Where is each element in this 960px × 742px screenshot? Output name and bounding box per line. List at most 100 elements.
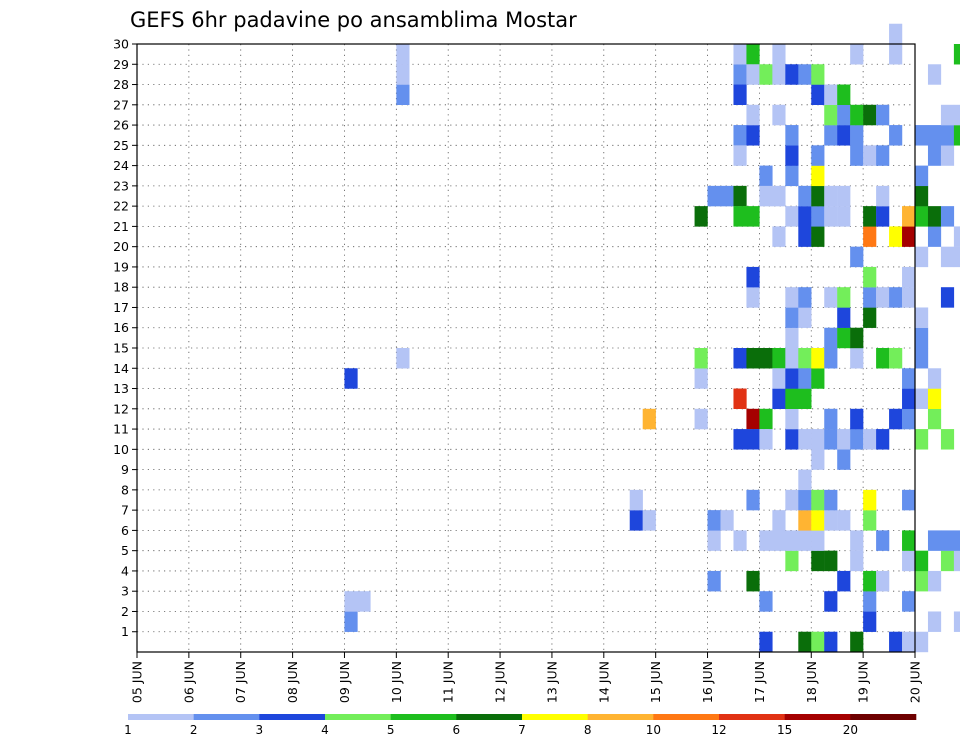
legend-swatch xyxy=(128,714,194,720)
y-tick-label: 12 xyxy=(113,401,129,416)
heatmap-cell xyxy=(772,348,786,369)
heatmap-cell xyxy=(811,348,825,369)
y-tick-label: 6 xyxy=(121,523,129,538)
heatmap-cell xyxy=(915,388,929,409)
heatmap-cell xyxy=(927,408,942,430)
heatmap-cell xyxy=(876,530,890,551)
heatmap-cell xyxy=(798,226,812,247)
legend-level-label: 15 xyxy=(777,723,792,737)
heatmap-cell xyxy=(759,429,773,450)
heatmap-cell xyxy=(953,611,960,632)
y-tick-label: 13 xyxy=(113,381,129,396)
heatmap-cell xyxy=(889,23,903,45)
heatmap-cell xyxy=(850,550,864,572)
y-tick-label: 21 xyxy=(113,219,129,234)
heatmap-cell xyxy=(940,550,955,572)
legend-level-label: 1 xyxy=(124,723,132,737)
legend-level-label: 6 xyxy=(453,723,461,737)
heatmap-cell xyxy=(824,631,838,653)
heatmap-cell xyxy=(927,125,942,146)
heatmap-cell xyxy=(798,348,812,369)
heatmap-cell xyxy=(811,185,825,207)
legend-level-label: 12 xyxy=(711,723,726,737)
y-tick-label: 25 xyxy=(113,138,129,153)
heatmap-cell xyxy=(837,327,851,349)
heatmap-cell xyxy=(785,327,799,349)
y-tick-label: 18 xyxy=(113,280,129,295)
heatmap-cell xyxy=(953,246,960,268)
heatmap-cell xyxy=(850,408,864,430)
heatmap-cell xyxy=(850,145,864,166)
y-tick-label: 24 xyxy=(113,158,129,173)
x-tick-label: 16 JUN xyxy=(700,661,715,703)
heatmap-cell xyxy=(824,206,838,227)
y-tick-label: 15 xyxy=(113,341,129,356)
heatmap-cell xyxy=(889,348,903,369)
heatmap-cell xyxy=(798,429,812,450)
y-tick-label: 22 xyxy=(113,199,129,214)
heatmap-cell xyxy=(927,570,942,592)
heatmap-cell xyxy=(733,84,747,105)
y-tick-label: 7 xyxy=(121,503,129,518)
heatmap-cell xyxy=(772,226,786,247)
heatmap-cell xyxy=(811,368,825,389)
legend-swatch xyxy=(784,714,851,720)
heatmap-cell xyxy=(953,226,960,247)
heatmap-cell xyxy=(850,327,864,349)
heatmap-cell xyxy=(733,44,747,65)
x-tick-label: 17 JUN xyxy=(752,661,767,703)
heatmap-cell xyxy=(733,125,747,146)
heatmap-cell xyxy=(785,530,799,551)
heatmap-cell xyxy=(746,125,760,146)
heatmap-cell xyxy=(889,226,903,247)
heatmap-cell xyxy=(824,408,838,430)
heatmap-cell xyxy=(850,348,864,369)
x-tick-label: 06 JUN xyxy=(181,661,196,703)
heatmap-cell xyxy=(811,429,825,450)
heatmap-cell xyxy=(863,611,877,632)
heatmap-cell xyxy=(863,145,877,166)
heatmap-cell xyxy=(396,348,410,369)
heatmap-cell xyxy=(798,206,812,227)
heatmap-cell xyxy=(642,408,656,430)
heatmap-cell xyxy=(759,185,773,207)
heatmap-cell xyxy=(798,287,812,308)
y-tick-label: 10 xyxy=(113,442,129,457)
heatmap-cell xyxy=(940,246,955,268)
x-axis: 05 JUN 06 JUN 07 JUN 08 JUN 09 JUN 10 JUN 11 J… xyxy=(130,652,923,703)
heatmap-cell xyxy=(863,570,877,592)
heatmap-cell xyxy=(396,64,410,85)
heatmap-cell xyxy=(940,429,955,450)
y-tick-label: 1 xyxy=(121,624,129,639)
heatmap-cell xyxy=(798,388,812,409)
legend-swatch xyxy=(390,714,457,720)
heatmap-cell xyxy=(798,307,812,328)
heatmap-cell xyxy=(344,611,358,632)
heatmap-cell xyxy=(811,165,825,187)
heatmap-cell xyxy=(850,125,864,146)
heatmap-cell xyxy=(915,429,929,450)
heatmap-cell xyxy=(863,489,877,511)
heatmap-cell xyxy=(837,510,851,531)
heatmap-cell xyxy=(889,287,903,308)
heatmap-cell xyxy=(694,206,708,227)
heatmap-cell xyxy=(357,591,371,612)
heatmap-cell xyxy=(824,348,838,369)
heatmap-cell xyxy=(902,266,916,288)
heatmap-cell xyxy=(811,631,825,653)
heatmap-cell xyxy=(811,489,825,511)
heatmap-cell xyxy=(344,368,358,389)
heatmap-cell xyxy=(746,408,760,430)
heatmap-cell xyxy=(940,530,955,551)
heatmap-cell xyxy=(785,206,799,227)
heatmap-cell xyxy=(863,307,877,328)
legend-swatch xyxy=(850,714,917,720)
heatmap-cell xyxy=(876,206,890,227)
heatmap-cell xyxy=(902,550,916,572)
heatmap-cell xyxy=(876,104,890,126)
heatmap-cell xyxy=(759,348,773,369)
legend-swatch xyxy=(653,714,720,720)
heatmap-cell xyxy=(940,287,955,308)
legend-level-label: 7 xyxy=(518,723,526,737)
heatmap-cell xyxy=(811,226,825,247)
